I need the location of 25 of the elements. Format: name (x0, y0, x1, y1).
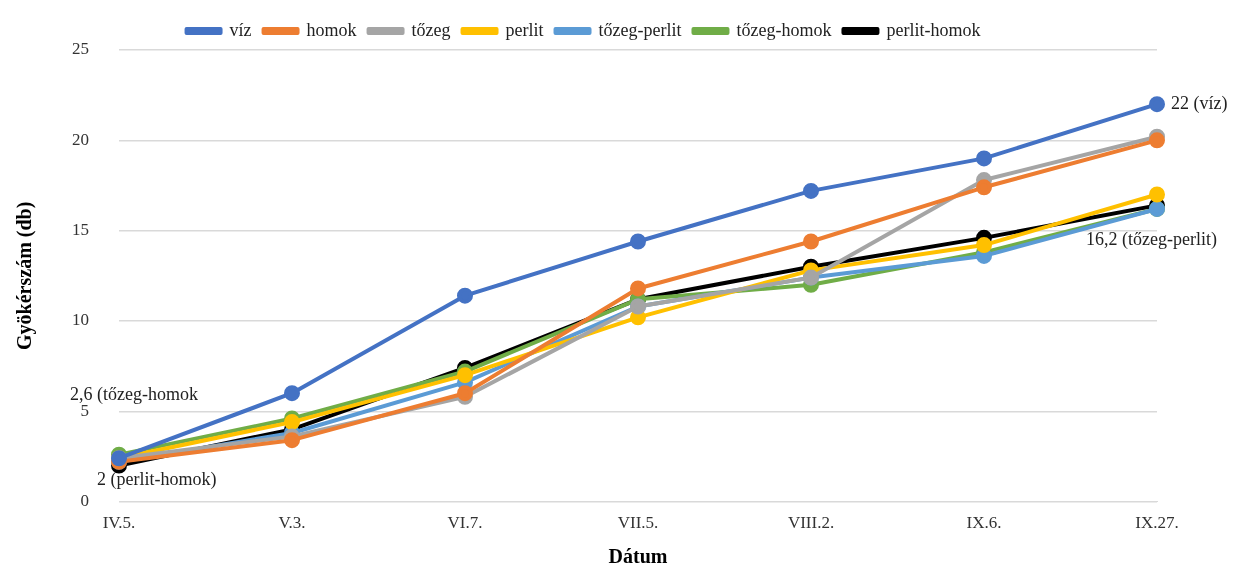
annotation: 22 (víz) (1171, 92, 1228, 114)
y-tick-label: 15 (72, 220, 89, 240)
x-tick-label: VII.5. (617, 513, 659, 533)
y-tick-label: 25 (72, 39, 89, 59)
x-tick-label: IX.6. (966, 513, 1002, 533)
x-axis-title: Dátum (608, 545, 668, 568)
x-tick-label: V.3. (278, 513, 306, 533)
legend-label: perlit-homok (886, 19, 981, 40)
legend-label: víz (229, 19, 252, 40)
y-tick-label: 0 (80, 491, 89, 511)
x-tick-label: IX.27. (1135, 513, 1179, 533)
legend-label: perlit (505, 19, 544, 40)
annotation: 2,6 (tőzeg-homok (70, 384, 198, 406)
legend-label: tőzeg (411, 19, 451, 40)
x-tick-label: VI.7. (447, 513, 483, 533)
x-tick-label: VIII.2. (787, 513, 835, 533)
x-tick-label: IV.5. (102, 513, 136, 533)
y-tick-label: 10 (72, 310, 89, 330)
legend-label: homok (306, 19, 357, 40)
annotation: 2 (perlit-homok) (97, 469, 217, 491)
y-tick-label: 20 (72, 129, 89, 149)
legend-label: tőzeg-perlit (598, 19, 682, 40)
y-axis-title: Gyökérszám (db) (13, 201, 37, 350)
annotation: 16,2 (tőzeg-perlit) (1086, 228, 1217, 250)
legend-label: tőzeg-homok (736, 19, 832, 40)
